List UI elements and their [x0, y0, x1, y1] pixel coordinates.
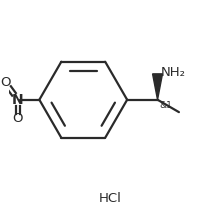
Text: NH₂: NH₂: [161, 66, 186, 79]
Text: O: O: [0, 76, 11, 89]
Text: O: O: [13, 112, 23, 125]
Text: HCl: HCl: [99, 192, 122, 205]
Text: N: N: [12, 93, 24, 107]
Polygon shape: [153, 74, 162, 100]
Text: &1: &1: [159, 101, 172, 110]
